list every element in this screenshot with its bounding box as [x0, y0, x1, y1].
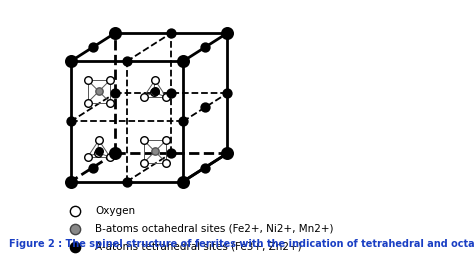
Point [151, 149, 159, 153]
Point [163, 161, 170, 165]
Point [95, 89, 103, 93]
Point [140, 95, 147, 99]
Point [163, 138, 170, 142]
Point [223, 31, 231, 35]
Point [201, 105, 209, 109]
Point [67, 59, 74, 63]
Point [71, 227, 78, 231]
Point [111, 91, 118, 95]
Point [140, 138, 147, 142]
Point [67, 119, 74, 123]
Point [111, 151, 118, 155]
Point [223, 91, 231, 95]
Point [179, 59, 187, 63]
Point [123, 59, 131, 63]
Point [140, 161, 147, 165]
Point [106, 155, 114, 159]
Point [95, 149, 103, 153]
Text: Figure 2 : The spinel structure of ferrites with the indication of tetrahedral a: Figure 2 : The spinel structure of ferri… [9, 239, 474, 249]
Point [123, 179, 131, 183]
Point [151, 78, 159, 82]
Point [201, 45, 209, 49]
Point [95, 138, 103, 142]
Point [71, 245, 78, 249]
Point [84, 78, 91, 82]
Point [151, 89, 159, 93]
Text: B-atoms octahedral sites (Fe2+, Ni2+, Mn2+): B-atoms octahedral sites (Fe2+, Ni2+, Mn… [95, 224, 334, 234]
Point [111, 31, 118, 35]
Point [94, 151, 101, 155]
Point [179, 179, 187, 183]
Point [106, 78, 114, 82]
Point [167, 31, 175, 35]
Point [201, 166, 209, 170]
Point [179, 119, 187, 123]
Point [89, 45, 97, 49]
Point [71, 209, 78, 213]
Point [167, 151, 175, 155]
Point [223, 151, 231, 155]
Text: Oxygen: Oxygen [95, 206, 136, 216]
Point [150, 90, 158, 95]
Point [84, 100, 91, 105]
Point [67, 179, 74, 183]
Point [163, 95, 170, 99]
Point [89, 166, 97, 170]
Point [167, 91, 175, 95]
Point [106, 100, 114, 105]
Point [84, 155, 91, 159]
Text: A-atoms tetrahedral sites (Fe3+, Zn2+): A-atoms tetrahedral sites (Fe3+, Zn2+) [95, 242, 302, 252]
